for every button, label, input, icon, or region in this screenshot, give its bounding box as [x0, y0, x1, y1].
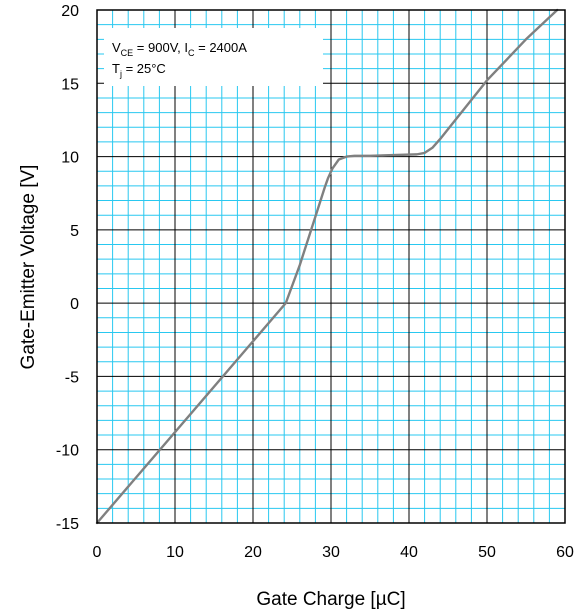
x-tick-label: 60	[556, 544, 574, 561]
plot-frame	[96, 9, 566, 524]
x-tick-label: 10	[166, 544, 184, 561]
major-grid	[97, 10, 565, 523]
x-tick-label: 40	[400, 544, 418, 561]
y-tick-label: 5	[70, 223, 79, 240]
x-tick-labels: 0 10 20 30 40 50 60	[93, 544, 574, 561]
y-axis-title: Gate-Emitter Voltage [V]	[18, 165, 39, 370]
x-tick-label: 0	[93, 544, 102, 561]
y-tick-label: -5	[65, 369, 79, 386]
annotation-line2: Tj = 25°C	[112, 61, 166, 79]
y-tick-label: 10	[61, 150, 79, 167]
annotation-box: VCE = 900V, IC = 2400A Tj = 25°C	[104, 28, 323, 86]
y-tick-label: -15	[56, 516, 79, 533]
y-tick-label: -10	[56, 443, 79, 460]
annotation-background	[104, 28, 323, 86]
x-axis-title: Gate Charge [µC]	[256, 589, 405, 610]
y-tick-label: 15	[61, 76, 79, 93]
x-tick-label: 20	[244, 544, 262, 561]
x-tick-label: 30	[322, 544, 340, 561]
annotation-line1: VCE = 900V, IC = 2400A	[112, 40, 247, 58]
x-tick-label: 50	[478, 544, 496, 561]
y-tick-label: 0	[70, 296, 79, 313]
y-tick-label: 20	[61, 3, 79, 20]
y-tick-labels: -15 -10 -5 0 5 10 15 20	[56, 3, 79, 533]
series-line	[95, 8, 559, 525]
